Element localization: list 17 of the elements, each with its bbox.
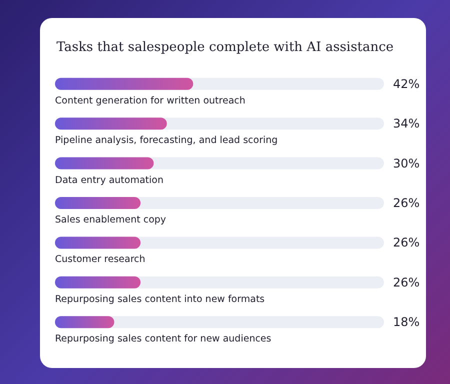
y-tick-label: Data entry automation (55, 174, 164, 186)
y-tick-label: Content generation for written outreach (55, 95, 246, 106)
data-label: 42% (393, 76, 420, 91)
data-label: 18% (393, 315, 420, 330)
y-tick-label: Sales enablement copy (55, 214, 166, 226)
y-tick-label: Repurposing sales content into new formats (55, 294, 265, 305)
bar (55, 316, 114, 328)
bar (55, 197, 141, 209)
data-label: 26% (393, 196, 420, 210)
y-tick-label: Pipeline analysis, forecasting, and lead scoring (55, 135, 278, 146)
data-label: 26% (393, 236, 420, 250)
data-label: 26% (393, 275, 420, 290)
data-label: 30% (393, 156, 420, 170)
chart-title: Tasks that salespeople complete with AI assistance (56, 40, 394, 55)
y-tick-label: Customer research (55, 254, 146, 266)
data-label: 34% (393, 116, 420, 131)
y-tick-label: Repurposing sales content for new audiences (55, 334, 272, 345)
